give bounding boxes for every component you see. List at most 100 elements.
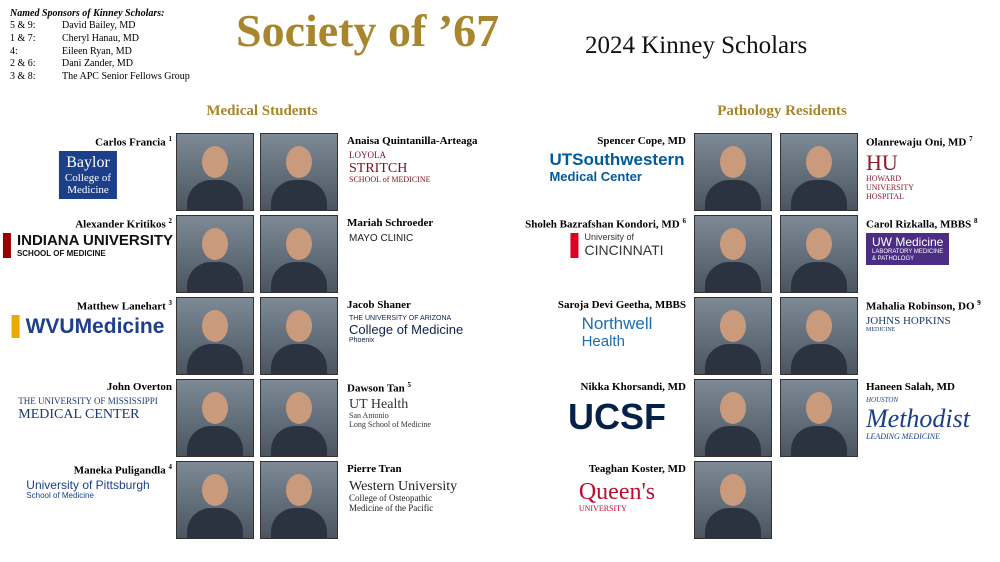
- photo-body: [271, 344, 327, 374]
- institution-logo: THE UNIVERSITY OF MISSISSIPPI MEDICAL CEN…: [18, 396, 158, 422]
- photo: [176, 461, 254, 539]
- sponsor-nums: 2 & 6:: [10, 58, 36, 70]
- institution-logo: UTSouthwestern Medical Center: [549, 150, 684, 184]
- section-heading: Pathology Residents: [717, 103, 847, 119]
- photo-head: [286, 228, 312, 260]
- photo-body: [705, 426, 761, 456]
- institution-logo: HOUSTON Methodist LEADING MEDICINE: [866, 396, 970, 442]
- logo-text: JOHNS HOPKINS: [866, 315, 951, 327]
- sponsor-ref: 4: [168, 463, 173, 471]
- section-heading: Medical Students: [206, 103, 318, 119]
- sponsor-ref: 9: [977, 299, 981, 307]
- photo-body: [791, 262, 847, 292]
- institution-logo: UCSF: [568, 397, 666, 437]
- name-text: John Overton: [106, 381, 172, 393]
- photo-head: [720, 228, 746, 260]
- photo-head: [202, 146, 228, 178]
- name-text: Maneka Puligandla: [73, 464, 166, 477]
- logo-text: CINCINNATI: [584, 241, 664, 258]
- photo-head: [806, 392, 832, 424]
- photo: [260, 215, 338, 293]
- photo-head: [806, 146, 832, 178]
- photo-head: [286, 474, 312, 506]
- photo: [176, 215, 254, 293]
- photo: [694, 133, 772, 211]
- name-text: Saroja Devi Geetha, MBBS: [557, 299, 686, 311]
- logo-text: THE UNIVERSITY OF MISSISSIPPI: [18, 396, 158, 406]
- sponsor-ref: 8: [973, 217, 978, 225]
- logo-text: MEDICAL CENTER: [18, 406, 140, 422]
- name-text: Sholeh Bazrafshan Kondori, MD: [525, 218, 680, 231]
- logo-text: College of Medicine: [349, 321, 464, 337]
- sponsor-nums: 4:: [10, 45, 18, 57]
- person-name: Saroja Devi Geetha, MBBS: [558, 299, 686, 311]
- logo-text: WVUMedicine: [25, 315, 165, 338]
- logo-text: UT Health: [349, 397, 409, 412]
- name-text: Carlos Francia: [95, 136, 166, 149]
- logo-text: SCHOOL of MEDICINE: [349, 175, 431, 185]
- photo-body: [791, 180, 847, 210]
- sponsor-nums: 1 & 7:: [10, 32, 36, 44]
- photo-body: [791, 344, 847, 374]
- person-name: Anaisa Quintanilla-Arteaga: [347, 135, 477, 147]
- society-title: Society of ’67: [236, 5, 500, 56]
- photo-body: [187, 344, 243, 374]
- photo-head: [202, 392, 228, 424]
- institution-logo: UW Medicine LABORATORY MEDICINE & PATHOLOG…: [866, 233, 950, 266]
- person-name: Teaghan Koster, MD: [589, 463, 686, 475]
- name-text: Mariah Schroeder: [347, 217, 434, 229]
- person-name: Matthew Lanehart 3: [77, 299, 172, 313]
- sponsor-nums: 3 & 8:: [10, 71, 36, 83]
- logo-text: Health: [581, 332, 625, 350]
- sponsor-nums: 5 & 9:: [10, 20, 36, 31]
- person-name: Mariah Schroeder: [347, 217, 433, 229]
- institution-logo: MAYO CLINIC: [349, 233, 413, 244]
- sponsor-name: David Bailey, MD: [62, 20, 136, 31]
- photo-head: [286, 146, 312, 178]
- sponsor-ref: 3: [168, 299, 173, 307]
- logo-text: LEADING MEDICINE: [866, 432, 940, 442]
- photo: [780, 297, 858, 375]
- logo-text: UCSF: [568, 396, 666, 437]
- name-text: Pierre Tran: [347, 463, 402, 475]
- sponsor-name: Eileen Ryan, MD: [62, 45, 132, 57]
- person-name: Pierre Tran: [347, 463, 402, 475]
- logo-text: University of Pittsburgh: [26, 478, 150, 492]
- name-text: Nikka Khorsandi, MD: [580, 381, 686, 393]
- name-text: Olanrewaju Oni, MD: [866, 136, 967, 149]
- logo-text: LABORATORY MEDICINE: [872, 249, 944, 256]
- person-name: Olanrewaju Oni, MD 7: [866, 135, 973, 149]
- institution-logo: HU HOWARD UNIVERSITY HOSPITAL: [866, 150, 914, 202]
- photo-head: [720, 474, 746, 506]
- logo-text: School of Medicine: [26, 491, 94, 501]
- sponsor-ref: 7: [969, 135, 973, 143]
- name-text: Spencer Cope, MD: [597, 135, 686, 147]
- logo-text: HOUSTON: [866, 396, 899, 404]
- sponsor-name: Cheryl Hanau, MD: [62, 32, 139, 44]
- photo-head: [720, 146, 746, 178]
- institution-logo: Northwell Health: [581, 314, 653, 350]
- sponsor-ref: 2: [168, 217, 173, 225]
- institution-logo: Western University College of Osteopathic…: [349, 479, 457, 514]
- photo-head: [720, 392, 746, 424]
- institution-logo: THE UNIVERSITY OF ARIZONA College of Medi…: [349, 315, 463, 345]
- photo: [176, 297, 254, 375]
- photo-body: [705, 262, 761, 292]
- name-text: Jacob Shaner: [347, 299, 411, 311]
- photo-body: [791, 426, 847, 456]
- photo-head: [286, 392, 312, 424]
- photo: [176, 379, 254, 457]
- person-name: Carol Rizkalla, MBBS 8: [866, 217, 977, 231]
- logo-text: Long School of Medicine: [349, 420, 431, 430]
- logo-text: UW Medicine: [872, 235, 944, 249]
- person-name: Nikka Khorsandi, MD: [581, 381, 686, 393]
- logo-text: MEDICINE: [866, 327, 896, 334]
- logo-text: STRITCH: [349, 160, 408, 176]
- person-name: Spencer Cope, MD: [597, 135, 686, 147]
- photo-body: [271, 426, 327, 456]
- logo-text: LOYOLA: [349, 150, 386, 160]
- photo-head: [286, 310, 312, 342]
- sponsor-ref: 1: [168, 135, 173, 143]
- photo: [176, 133, 254, 211]
- logo-text: HU: [866, 150, 898, 175]
